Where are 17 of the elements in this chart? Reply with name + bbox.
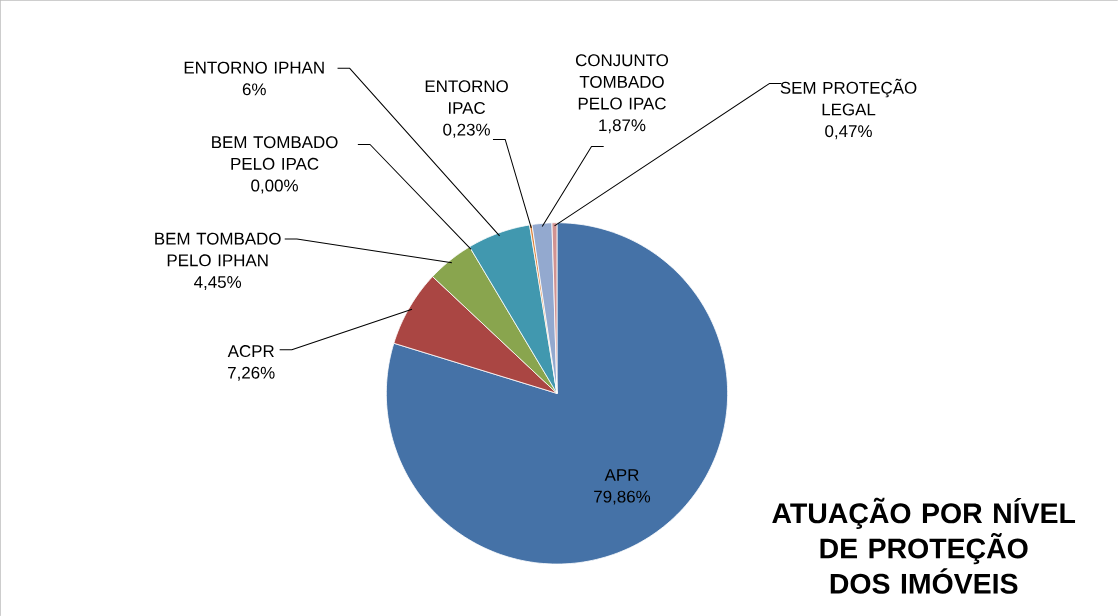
slice-label: ENTORNO IPHAN xyxy=(184,61,324,74)
category-label: BEM TOMBADO PELO IPAC xyxy=(212,136,338,170)
data-label: 1,87% xyxy=(599,119,646,134)
slice-label: SEM PROTEÇÃO LEGAL xyxy=(780,78,917,116)
slice-label: CONJUNTO TOMBADO PELO IPAC xyxy=(575,54,669,110)
data-label: 0,23% xyxy=(443,123,490,138)
data-label: 4,45% xyxy=(194,276,242,290)
data-label: 7,26% xyxy=(228,366,275,381)
data-label: 79,86% xyxy=(594,490,651,505)
slice-label: BEM TOMBADO PELO IPHAN xyxy=(155,232,281,267)
slice-label: APR xyxy=(604,469,639,481)
slice-label: ACPR xyxy=(227,345,274,358)
text: 0,00% xyxy=(251,179,298,194)
slice-label: ENTORNO IPAC xyxy=(425,80,508,114)
data-label: 0,47% xyxy=(825,125,872,140)
data-label: 6% xyxy=(242,83,266,96)
text: ATUAÇÃO POR NÍVEL DE PROTEÇÃO DOS IMÓVEIS xyxy=(772,497,1076,594)
